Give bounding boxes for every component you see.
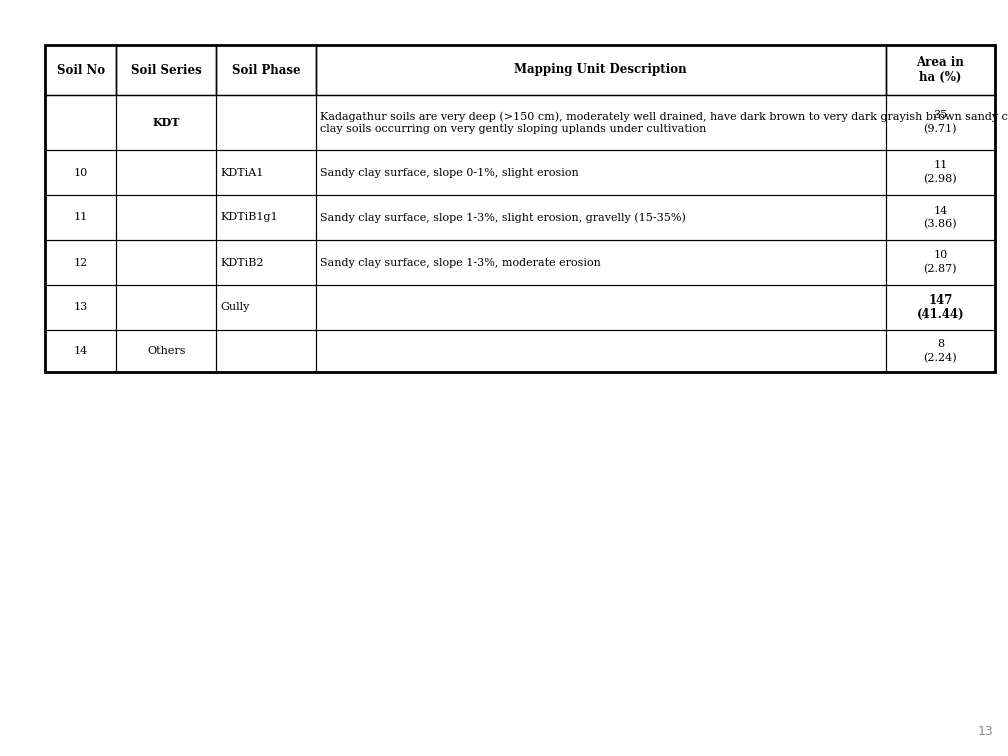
Text: Sandy clay surface, slope 1-3%, moderate erosion: Sandy clay surface, slope 1-3%, moderate… bbox=[320, 258, 601, 268]
Bar bbox=[886, 285, 995, 330]
Text: 14: 14 bbox=[933, 206, 948, 215]
Bar bbox=[886, 330, 995, 372]
Text: 10: 10 bbox=[933, 250, 948, 261]
Text: KDTiB1g1: KDTiB1g1 bbox=[220, 212, 277, 222]
Text: 10: 10 bbox=[74, 168, 88, 178]
Text: Area in
ha (%): Area in ha (%) bbox=[916, 56, 965, 84]
Bar bbox=[45, 330, 116, 372]
Bar bbox=[316, 285, 886, 330]
Text: 35: 35 bbox=[933, 110, 948, 120]
Bar bbox=[216, 150, 316, 195]
Text: KDTiB2: KDTiB2 bbox=[220, 258, 263, 268]
Bar bbox=[116, 45, 216, 95]
Bar bbox=[116, 285, 216, 330]
Bar bbox=[886, 150, 995, 195]
Text: Sandy clay surface, slope 0-1%, slight erosion: Sandy clay surface, slope 0-1%, slight e… bbox=[320, 168, 579, 178]
Bar bbox=[886, 45, 995, 95]
Text: Sandy clay surface, slope 1-3%, slight erosion, gravelly (15-35%): Sandy clay surface, slope 1-3%, slight e… bbox=[320, 212, 685, 223]
Text: Soil No: Soil No bbox=[56, 64, 105, 76]
Text: 12: 12 bbox=[74, 258, 88, 268]
Text: KDT: KDT bbox=[152, 117, 179, 128]
Text: (41.44): (41.44) bbox=[916, 308, 965, 321]
Text: (9.71): (9.71) bbox=[923, 124, 958, 135]
Bar bbox=[116, 195, 216, 240]
Bar bbox=[216, 195, 316, 240]
Text: 14: 14 bbox=[74, 346, 88, 356]
Bar bbox=[45, 150, 116, 195]
Bar bbox=[886, 240, 995, 285]
Bar bbox=[216, 95, 316, 150]
Bar bbox=[316, 195, 886, 240]
Bar bbox=[316, 45, 886, 95]
Text: Soil Series: Soil Series bbox=[131, 64, 202, 76]
Bar bbox=[886, 95, 995, 150]
Text: 11: 11 bbox=[933, 160, 948, 171]
Bar bbox=[886, 195, 995, 240]
Text: Gully: Gully bbox=[220, 302, 249, 312]
Bar bbox=[45, 285, 116, 330]
Bar bbox=[116, 150, 216, 195]
Bar bbox=[316, 150, 886, 195]
Text: (3.86): (3.86) bbox=[923, 219, 958, 230]
Text: Kadagathur soils are very deep (>150 cm), moderately well drained, have dark bro: Kadagathur soils are very deep (>150 cm)… bbox=[320, 111, 1008, 134]
Bar bbox=[216, 285, 316, 330]
Bar bbox=[116, 240, 216, 285]
Bar bbox=[45, 195, 116, 240]
Bar bbox=[316, 95, 886, 150]
Bar bbox=[316, 240, 886, 285]
Text: 13: 13 bbox=[977, 725, 993, 738]
Text: (2.24): (2.24) bbox=[923, 353, 958, 363]
Text: Soil Phase: Soil Phase bbox=[232, 64, 300, 76]
Bar bbox=[45, 240, 116, 285]
Bar bbox=[216, 240, 316, 285]
Text: Others: Others bbox=[147, 346, 185, 356]
Bar bbox=[45, 95, 116, 150]
Bar bbox=[116, 330, 216, 372]
Text: KDTiA1: KDTiA1 bbox=[220, 168, 263, 178]
Text: (2.98): (2.98) bbox=[923, 175, 958, 184]
Bar bbox=[45, 45, 116, 95]
Bar bbox=[216, 330, 316, 372]
Bar bbox=[45, 45, 995, 372]
Text: 13: 13 bbox=[74, 302, 88, 312]
Text: Mapping Unit Description: Mapping Unit Description bbox=[514, 64, 687, 76]
Text: (2.87): (2.87) bbox=[923, 265, 958, 274]
Text: 8: 8 bbox=[936, 339, 943, 349]
Text: 11: 11 bbox=[74, 212, 88, 222]
Text: 147: 147 bbox=[928, 294, 953, 307]
Bar bbox=[316, 330, 886, 372]
Bar bbox=[216, 45, 316, 95]
Bar bbox=[116, 95, 216, 150]
